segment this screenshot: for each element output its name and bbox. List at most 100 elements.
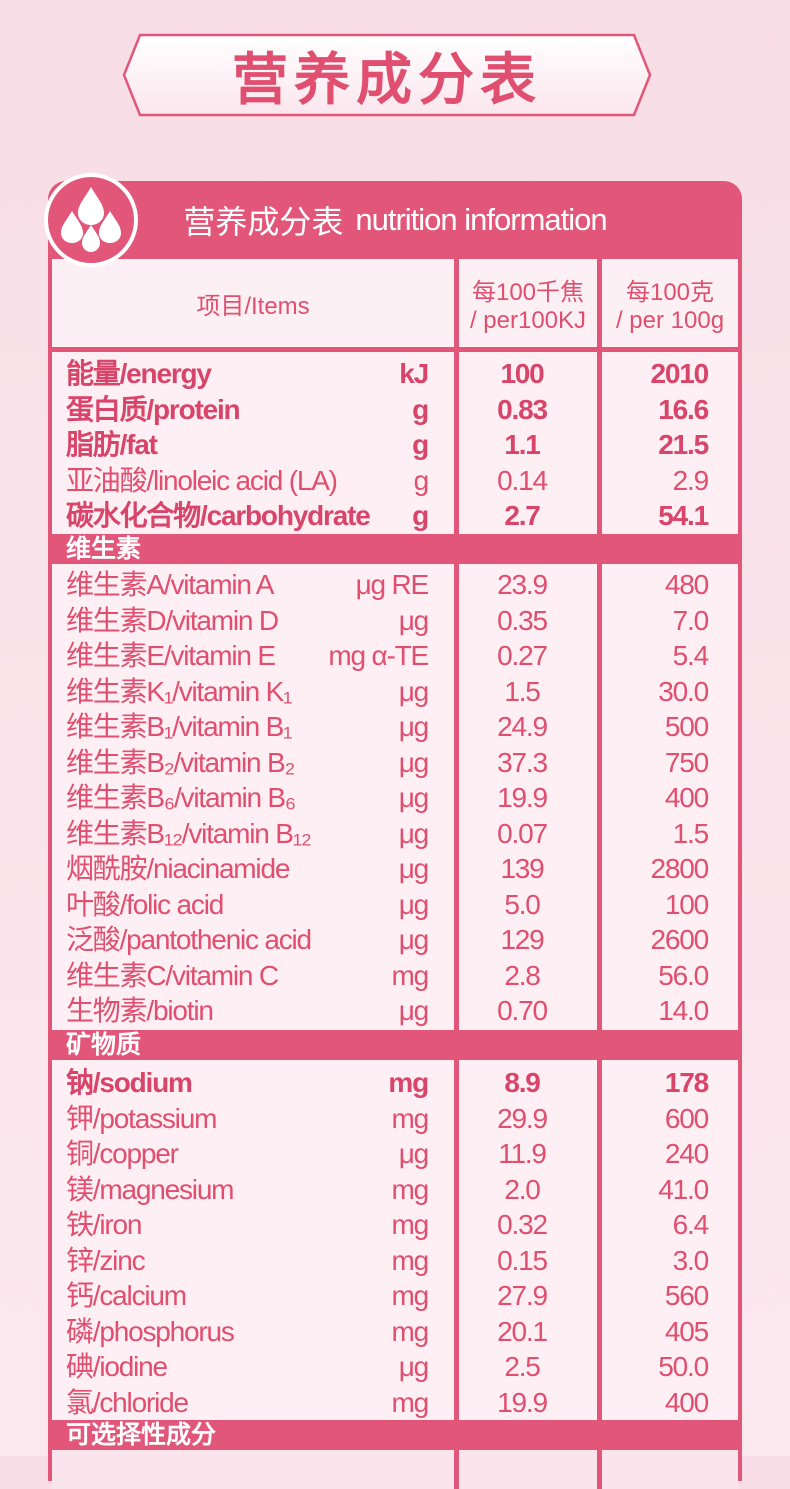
value-per-100g: 6.4 xyxy=(672,1209,710,1240)
nutrient-unit: μg xyxy=(398,782,430,813)
value-per-100g: 41.0 xyxy=(658,1173,709,1205)
value-per-100g: 54.1 xyxy=(658,500,709,531)
value-per-100g: 600 xyxy=(664,1102,709,1134)
value-per-100kj: 23.9 xyxy=(497,569,548,600)
value-per-100g: 480 xyxy=(664,569,709,600)
nutrient-unit: μg xyxy=(398,995,430,1026)
value-per-100g: 405 xyxy=(664,1315,709,1347)
table-row: 维生素B₁₂/vitamin B₁₂ μg 0.07 1.5 xyxy=(52,816,738,852)
nutrition-panel: 营养成分表 nutrition information 项目/Items 每10… xyxy=(44,173,742,1489)
table-row: 钾/potassium mg 29.9 600 xyxy=(52,1101,738,1137)
value-per-100g: 7.0 xyxy=(672,604,710,636)
value-per-100kj: 5.0 xyxy=(504,888,541,920)
value-per-100g: 14.0 xyxy=(658,995,709,1026)
value-per-100kj: 19.9 xyxy=(497,782,548,813)
nutrient-unit: mg xyxy=(391,959,430,991)
nutrient-name: 铜/copper xyxy=(66,1138,179,1169)
table-row: 维生素E/vitamin E mg α-TE 0.27 5.4 xyxy=(52,638,738,674)
column-header-items: 项目/Items xyxy=(52,259,454,347)
nutrient-name: 维生素B₁₂/vitamin B₁₂ xyxy=(66,817,312,849)
nutrient-name: 维生素C/vitamin C xyxy=(66,959,279,991)
value-per-100g: 16.6 xyxy=(658,393,709,425)
table-row: 生物素/biotin μg 0.70 14.0 xyxy=(52,993,738,1029)
value-per-100kj: 24.9 xyxy=(497,711,548,742)
nutrient-unit: μg xyxy=(398,675,430,707)
value-per-100g: 3.0 xyxy=(672,1244,710,1276)
table-row: 钙/calcium mg 27.9 560 xyxy=(52,1278,738,1314)
nutrient-unit: μg xyxy=(398,817,430,849)
nutrient-name: 氯/chloride xyxy=(66,1386,189,1418)
table-row: 铜/copper μg 11.9 240 xyxy=(52,1136,738,1172)
table-row: 维生素K₁/vitamin K₁ μg 1.5 30.0 xyxy=(52,674,738,710)
nutrient-unit: kJ xyxy=(399,358,429,389)
value-per-100kj: 0.14 xyxy=(497,464,548,496)
nutrient-unit: mg xyxy=(391,1102,430,1134)
value-per-100kj: 37.3 xyxy=(497,746,548,778)
nutrient-unit: mg xyxy=(391,1280,430,1311)
table-row: 维生素B₂/vitamin B₂ μg 37.3 750 xyxy=(52,745,738,781)
column-per-kj-line2: / per100KJ xyxy=(469,306,587,334)
nutrient-unit: μg xyxy=(398,888,430,920)
nutrient-unit: g xyxy=(412,500,429,531)
table-row: 钠/sodium mg 8.9 178 xyxy=(52,1065,738,1101)
value-per-100kj: 11.9 xyxy=(498,1138,547,1169)
value-per-100g: 5.4 xyxy=(672,640,710,671)
nutrient-name: 钾/potassium xyxy=(66,1102,217,1134)
value-per-100g: 750 xyxy=(664,746,709,778)
value-per-100kj: 2.7 xyxy=(504,500,541,531)
table-row: 烟酰胺/niacinamide μg 139 2800 xyxy=(52,851,738,887)
value-per-100g: 100 xyxy=(664,888,709,920)
nutrient-name: 亚油酸/linoleic acid (LA) xyxy=(66,464,338,496)
value-per-100g: 21.5 xyxy=(658,429,709,460)
column-divider-2 xyxy=(597,259,602,1489)
table-row: 碳水化合物/carbohydrate g 2.7 54.1 xyxy=(52,498,738,534)
column-header-per-kj: 每100千焦 / per100KJ xyxy=(459,259,597,347)
value-per-100g: 2.9 xyxy=(672,464,710,496)
banner-title: 营养成分表 xyxy=(232,47,542,111)
value-per-100kj: 0.70 xyxy=(497,995,548,1026)
column-divider-1 xyxy=(454,259,459,1489)
table-row: 能量/energy kJ 100 2010 xyxy=(52,356,738,392)
value-per-100kj: 27.9 xyxy=(497,1280,548,1311)
value-per-100kj: 0.32 xyxy=(497,1209,548,1240)
nutrient-unit: μg xyxy=(398,924,430,955)
table-row: 脂肪/fat g 1.1 21.5 xyxy=(52,427,738,463)
value-per-100g: 500 xyxy=(664,711,709,742)
value-per-100kj: 8.9 xyxy=(504,1067,541,1098)
nutrient-unit: μg xyxy=(398,604,430,636)
value-per-100g: 2800 xyxy=(650,853,710,884)
nutrient-unit: mg xyxy=(391,1386,430,1418)
nutrient-unit: μg xyxy=(398,853,430,884)
column-items-label: 项目/Items xyxy=(196,292,310,320)
nutrient-unit: μg xyxy=(398,746,430,778)
nutrient-name: 磷/phosphorus xyxy=(66,1315,235,1347)
nutrient-unit: g xyxy=(413,464,430,496)
value-per-100g: 240 xyxy=(664,1138,709,1169)
value-per-100g: 56.0 xyxy=(658,959,709,991)
energy-band xyxy=(52,352,738,534)
value-per-100g: 178 xyxy=(664,1067,709,1098)
mineral-band xyxy=(52,1060,738,1420)
nutrient-unit: mg xyxy=(391,1173,430,1205)
nutrient-unit: g xyxy=(412,393,429,425)
nutrient-name: 维生素B₁/vitamin B₁ xyxy=(66,711,292,742)
panel-title-en: nutrition information xyxy=(355,202,607,237)
column-header-per-g: 每100克 / per 100g xyxy=(602,259,738,347)
value-per-100kj: 100 xyxy=(500,358,544,389)
nutrient-name: 铁/iron xyxy=(66,1209,142,1240)
value-per-100g: 400 xyxy=(664,1386,709,1418)
panel-header: 营养成分表 nutrition information xyxy=(48,181,742,259)
column-per-kj-line1: 每100千焦 xyxy=(471,278,585,306)
nutrient-name: 叶酸/folic acid xyxy=(66,888,224,920)
nutrient-unit: g xyxy=(412,429,429,460)
panel-title-cn: 营养成分表 xyxy=(183,204,344,240)
vitamin-band xyxy=(52,564,738,1030)
table-row: 蛋白质/protein g 0.83 16.6 xyxy=(52,392,738,428)
nutrient-name: 维生素B₂/vitamin B₂ xyxy=(66,746,295,778)
nutrient-name: 维生素K₁/vitamin K₁ xyxy=(66,675,292,707)
nutrient-name: 能量/energy xyxy=(66,358,212,389)
value-per-100kj: 139 xyxy=(500,853,544,884)
value-per-100kj: 2.8 xyxy=(504,959,541,991)
table-row: 磷/phosphorus mg 20.1 405 xyxy=(52,1314,738,1350)
nutrient-name: 维生素E/vitamin E xyxy=(66,640,276,671)
